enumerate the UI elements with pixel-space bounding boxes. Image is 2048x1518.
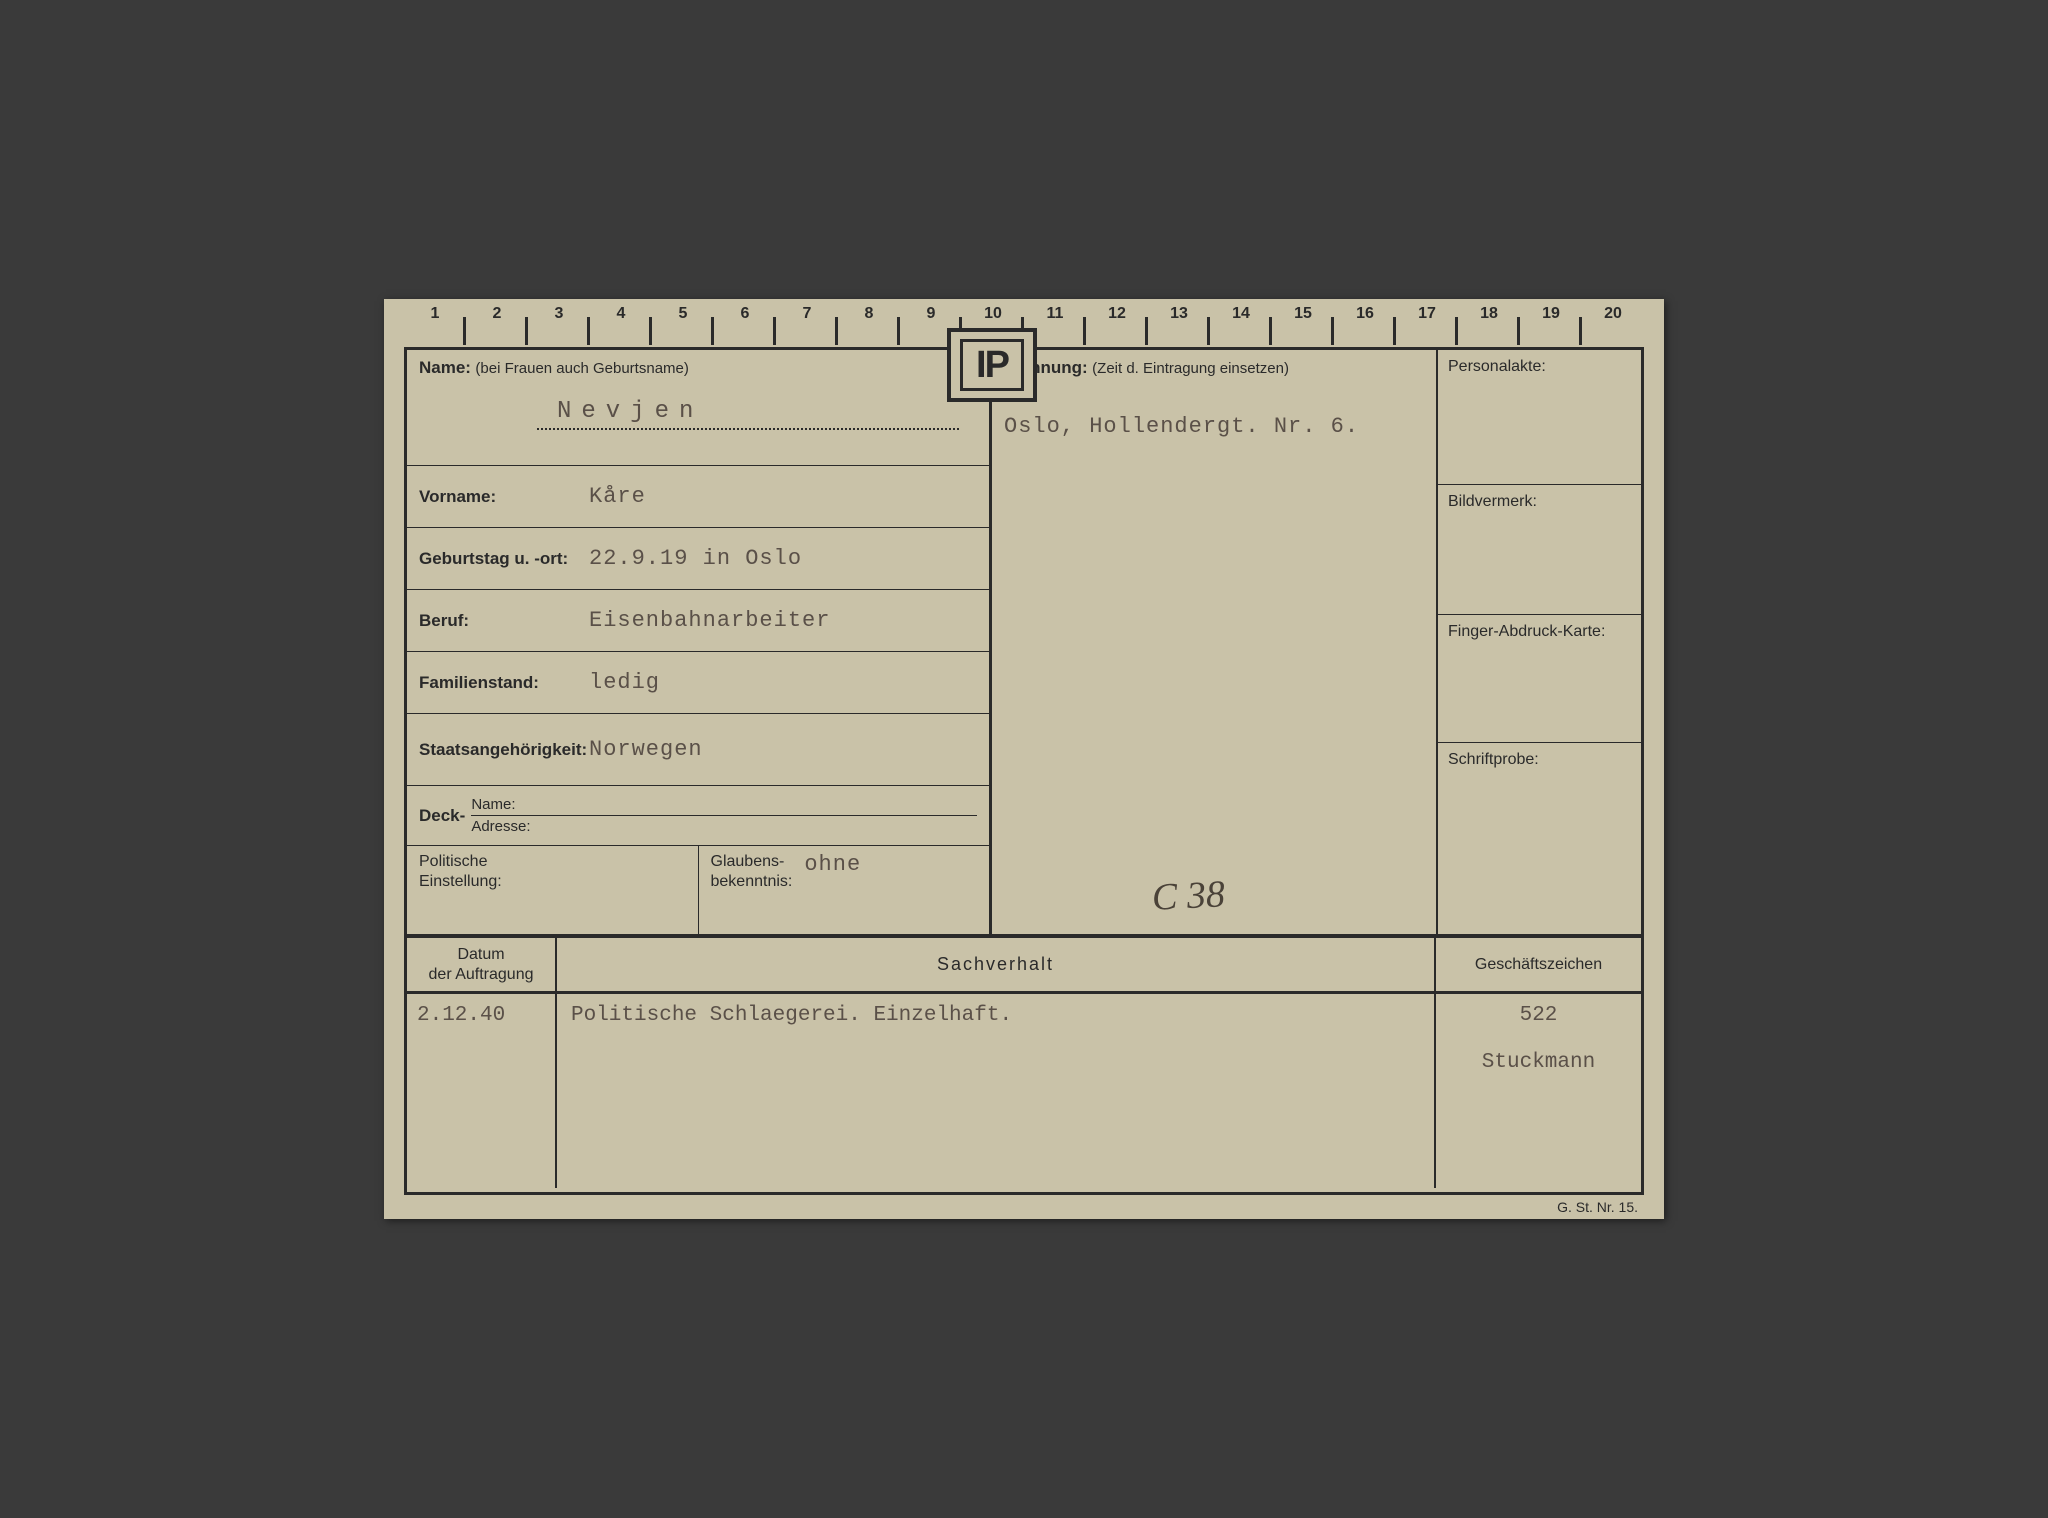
familienstand-field: Familienstand: ledig: [407, 652, 989, 714]
vorname-field: Vorname: Kåre: [407, 466, 989, 528]
name-sublabel: (bei Frauen auch Geburtsname): [475, 360, 688, 377]
th-sachverhalt: Sachverhalt: [557, 938, 1436, 991]
deck-field: Deck- Name: Adresse:: [407, 786, 989, 846]
ruler-tick: 16: [1334, 299, 1396, 323]
handwritten-note: C 38: [1151, 872, 1226, 920]
schriftprobe-field: Schriftprobe:: [1438, 743, 1641, 934]
name-value: Nevjen: [557, 398, 703, 425]
ruler-tick: 11: [1024, 299, 1086, 323]
glaubens-value: ohne: [804, 852, 861, 877]
ip-badge-text: IP: [960, 339, 1024, 391]
name-underline: [537, 428, 959, 430]
geburtstag-label: Geburtstag u. -ort:: [419, 549, 589, 569]
ruler-tick: 14: [1210, 299, 1272, 323]
entry-gz-line2: Stuckmann: [1446, 1051, 1631, 1074]
entry-gz-line1: 522: [1446, 1004, 1631, 1027]
ruler-tick: 4: [590, 299, 652, 323]
record-card: 1 2 3 4 5 6 7 8 9 10 11 12 13 14 15 16 1…: [384, 299, 1664, 1219]
right-column: Personalakte: Bildvermerk: Finger-Abdruc…: [1436, 350, 1641, 934]
familienstand-label: Familienstand:: [419, 673, 589, 693]
deck-name-label: Name:: [471, 794, 977, 816]
bildvermerk-field: Bildvermerk:: [1438, 485, 1641, 615]
th-datum: Datum der Auftragung: [407, 938, 557, 991]
ruler-tick: 19: [1520, 299, 1582, 323]
wohnung-value: Oslo, Hollendergt. Nr. 6.: [1004, 414, 1424, 439]
ruler-tick: 10: [962, 299, 1024, 323]
beruf-label: Beruf:: [419, 611, 589, 631]
ruler-tick: 15: [1272, 299, 1334, 323]
wohnung-column: Wohnung: (Zeit d. Eintragung einsetzen) …: [992, 350, 1436, 934]
beruf-value: Eisenbahnarbeiter: [589, 608, 830, 633]
staats-label: Staatsangehörigkeit:: [419, 740, 589, 760]
politische-label: Politische Einstellung:: [419, 852, 502, 892]
ruler-tick: 7: [776, 299, 838, 323]
ruler-tick: 2: [466, 299, 528, 323]
vorname-value: Kåre: [589, 484, 646, 509]
ruler-tick: 8: [838, 299, 900, 323]
staats-field: Staatsangehörigkeit: Norwegen: [407, 714, 989, 786]
beruf-field: Beruf: Eisenbahnarbeiter: [407, 590, 989, 652]
personalakte-field: Personalakte:: [1438, 350, 1641, 485]
ruler-tick: 5: [652, 299, 714, 323]
geburtstag-field: Geburtstag u. -ort: 22.9.19 in Oslo: [407, 528, 989, 590]
upper-section: Name: (bei Frauen auch Geburtsname) Nevj…: [407, 350, 1641, 938]
staats-value: Norwegen: [589, 737, 703, 762]
deck-label: Deck-: [419, 806, 465, 826]
table-body: 2.12.40 Politische Schlaegerei. Einzelha…: [407, 994, 1641, 1188]
ruler-tick: 12: [1086, 299, 1148, 323]
glaubens-label: Glaubens- bekenntnis:: [711, 852, 793, 892]
ruler-tick: 9: [900, 299, 962, 323]
politische-field: Politische Einstellung:: [407, 846, 699, 934]
wohnung-sublabel: (Zeit d. Eintragung einsetzen): [1092, 360, 1289, 377]
left-column: Name: (bei Frauen auch Geburtsname) Nevj…: [407, 350, 992, 934]
name-field: Name: (bei Frauen auch Geburtsname) Nevj…: [407, 350, 989, 466]
ruler-tick: 1: [404, 299, 466, 323]
ruler-tick: 17: [1396, 299, 1458, 323]
familienstand-value: ledig: [589, 670, 660, 695]
entry-sachverhalt: Politische Schlaegerei. Einzelhaft.: [557, 994, 1436, 1188]
ruler-tick: 13: [1148, 299, 1210, 323]
form-body: IP Name: (bei Frauen auch Geburtsname) N…: [404, 347, 1644, 1195]
form-footer: G. St. Nr. 15.: [1557, 1199, 1638, 1215]
ruler-tick: 18: [1458, 299, 1520, 323]
ruler-tick: 3: [528, 299, 590, 323]
table-header: Datum der Auftragung Sachverhalt Geschäf…: [407, 938, 1641, 994]
ruler-tick: 6: [714, 299, 776, 323]
entry-geschaeftszeichen: 522 Stuckmann: [1436, 994, 1641, 1188]
geburtstag-value: 22.9.19 in Oslo: [589, 546, 802, 571]
vorname-label: Vorname:: [419, 487, 589, 507]
lower-section: Datum der Auftragung Sachverhalt Geschäf…: [407, 938, 1641, 1188]
deck-sublabels: Name: Adresse:: [471, 794, 977, 837]
fingerabdruck-field: Finger-Abdruck-Karte:: [1438, 615, 1641, 743]
th-geschaeftszeichen: Geschäftszeichen: [1436, 938, 1641, 991]
entry-datum: 2.12.40: [407, 994, 557, 1188]
glaubens-field: Glaubens- bekenntnis: ohne: [699, 846, 990, 934]
ip-badge: IP: [947, 328, 1037, 402]
name-label: Name:: [419, 358, 471, 377]
split-row: Politische Einstellung: Glaubens- bekenn…: [407, 846, 989, 934]
ruler-tick: 20: [1582, 299, 1644, 323]
deck-adresse-label: Adresse:: [471, 816, 977, 837]
